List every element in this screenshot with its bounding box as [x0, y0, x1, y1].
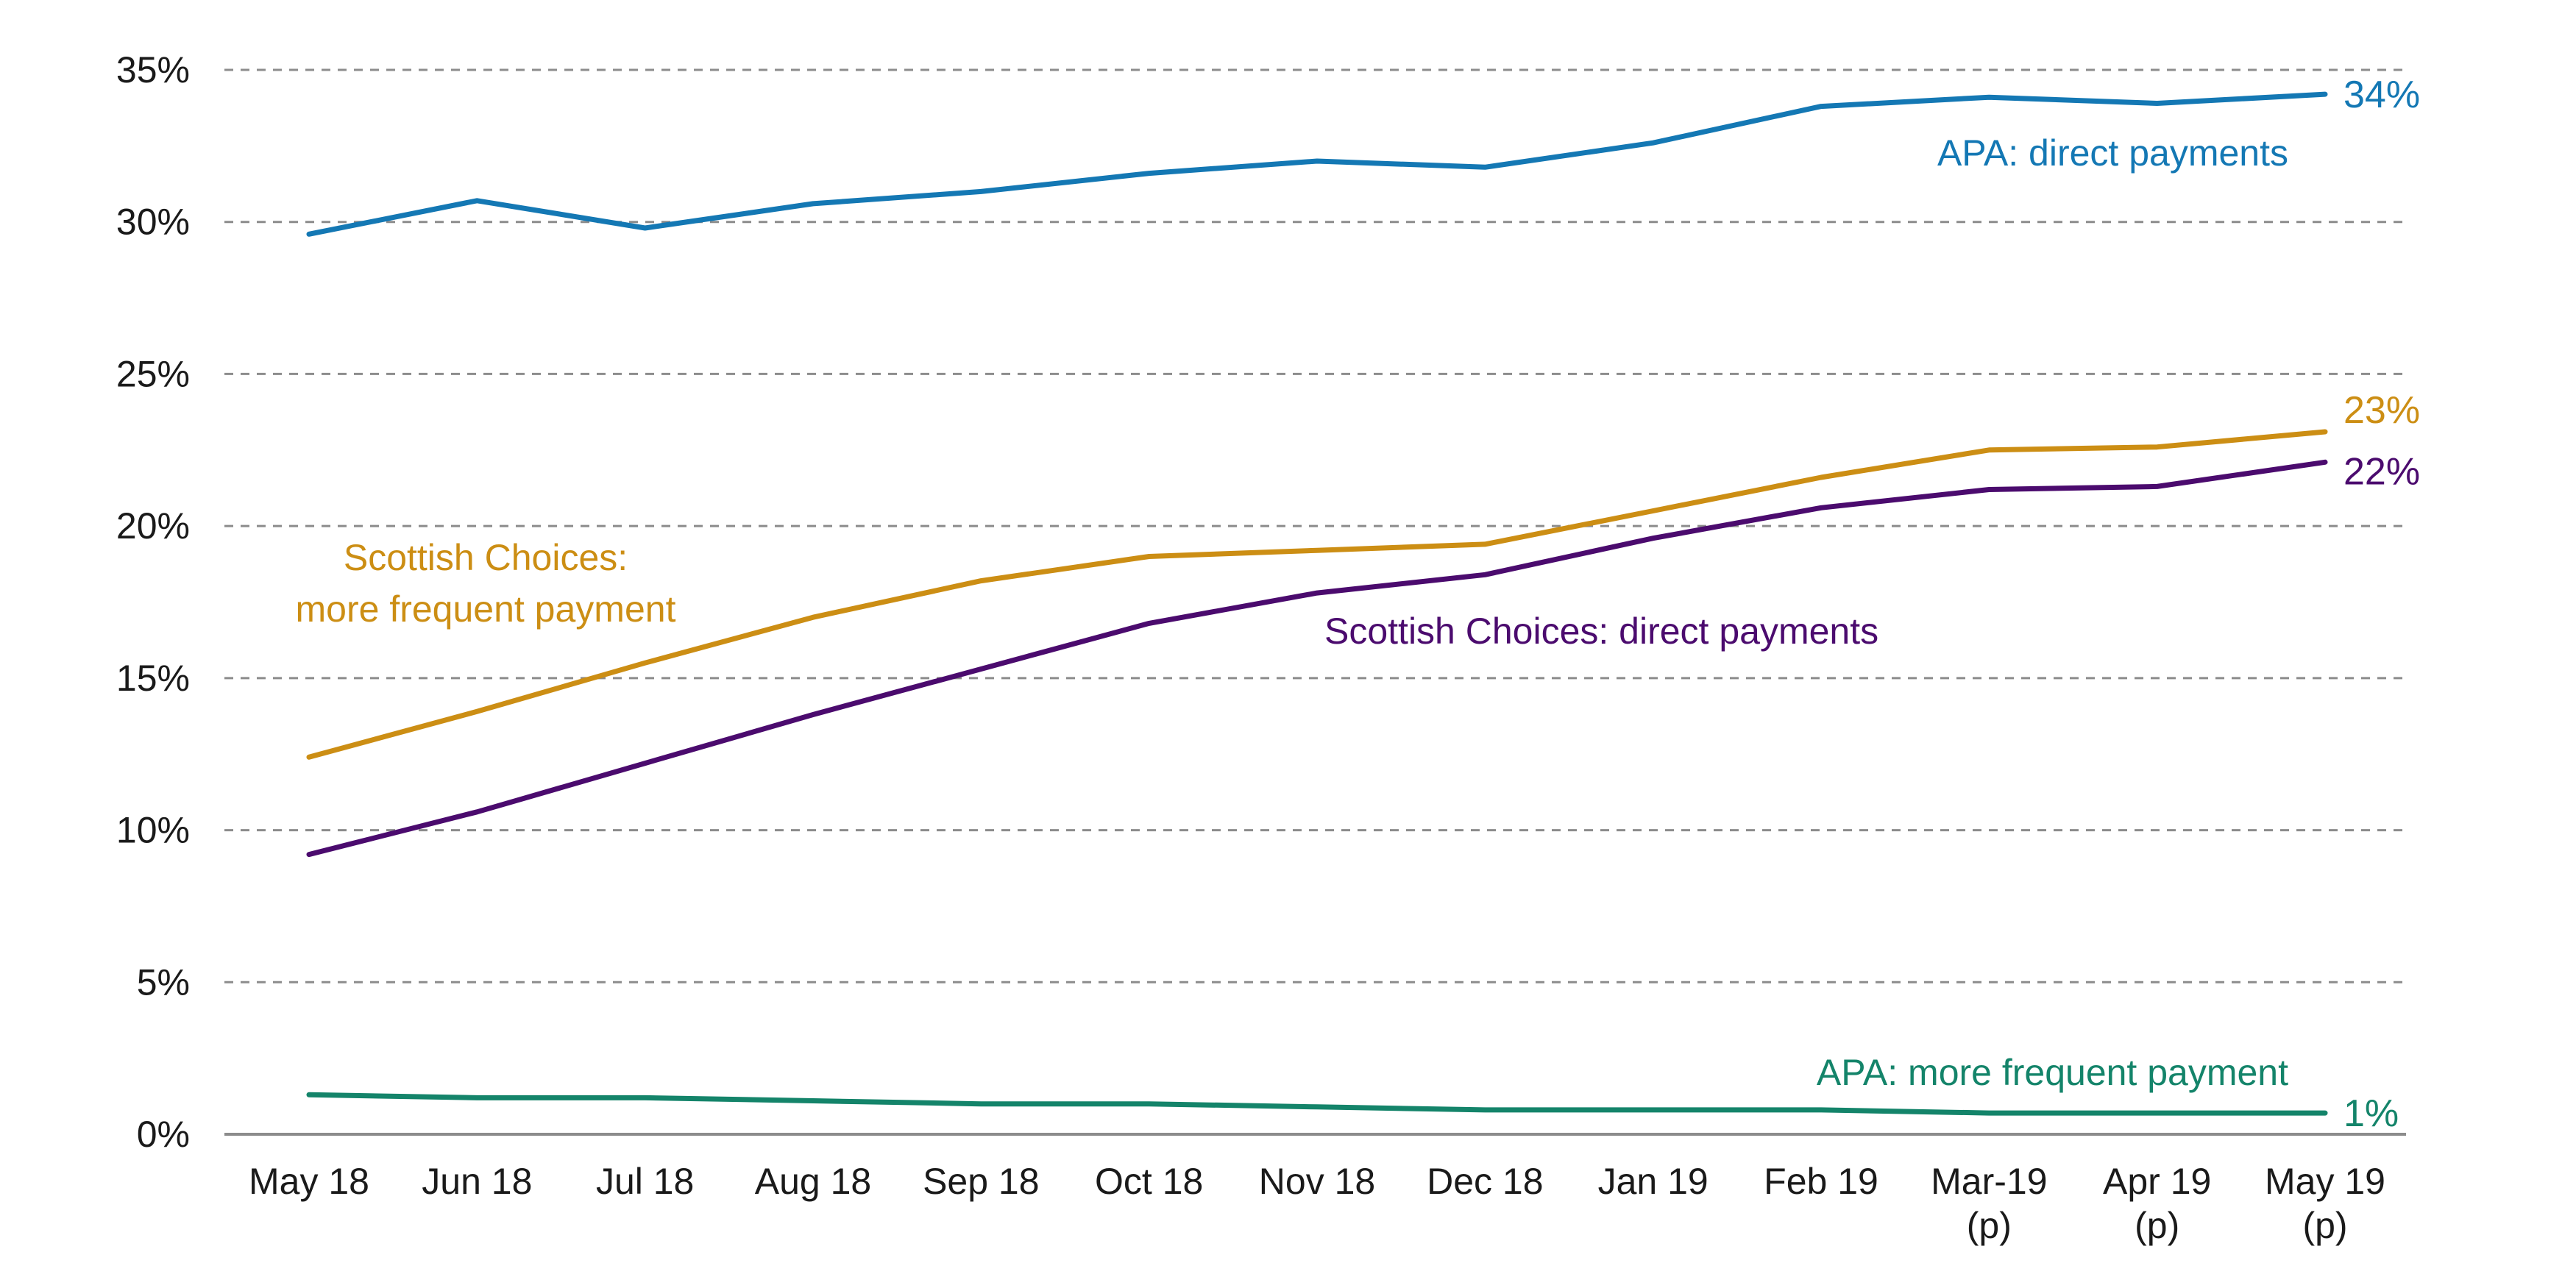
- x-tick-label: Nov 18: [1259, 1161, 1375, 1202]
- x-tick-label: Feb 19: [1764, 1161, 1878, 1202]
- y-tick-label: 5%: [137, 961, 190, 1003]
- end-value-label: 22%: [2343, 450, 2420, 493]
- y-axis-tick-labels: 0% 5% 10% 15% 20% 25% 30% 35%: [116, 49, 190, 1155]
- y-tick-label: 20%: [116, 505, 190, 547]
- series-lines: [306, 91, 2328, 1116]
- x-tick-label: Sep 18: [923, 1161, 1039, 1202]
- end-value-labels: 34% 23% 22% 1%: [2343, 74, 2420, 1135]
- x-tick-label: (p): [2135, 1205, 2179, 1246]
- series-line: [306, 459, 2328, 858]
- end-value-label: 1%: [2343, 1092, 2399, 1135]
- series-label: Scottish Choices: direct payments: [1324, 611, 1878, 652]
- series-line: [306, 91, 2328, 237]
- x-tick-label: May 18: [249, 1161, 369, 1202]
- x-tick-label: Aug 18: [755, 1161, 871, 1202]
- series-line: [306, 1092, 2328, 1116]
- y-tick-label: 0%: [137, 1114, 190, 1155]
- series-label: more frequent payment: [296, 588, 676, 630]
- x-tick-label: (p): [1967, 1205, 2012, 1246]
- x-tick-label: Jan 19: [1598, 1161, 1709, 1202]
- end-value-label: 34%: [2343, 74, 2420, 116]
- x-tick-label: Jul 18: [596, 1161, 694, 1202]
- y-tick-label: 15%: [116, 658, 190, 699]
- y-tick-label: 25%: [116, 353, 190, 394]
- series-label: APA: direct payments: [1937, 132, 2288, 174]
- series-label: APA: more frequent payment: [1817, 1052, 2288, 1093]
- x-tick-label: Mar-19: [1931, 1161, 2047, 1202]
- x-tick-label: Jun 18: [422, 1161, 532, 1202]
- y-tick-label: 30%: [116, 202, 190, 243]
- x-tick-label: Dec 18: [1427, 1161, 1543, 1202]
- y-tick-label: 35%: [116, 49, 190, 90]
- y-tick-label: 10%: [116, 810, 190, 851]
- series-label: Scottish Choices:: [344, 537, 628, 578]
- x-tick-label: Apr 19: [2103, 1161, 2211, 1202]
- x-tick-label: Oct 18: [1095, 1161, 1203, 1202]
- gridlines: [224, 68, 2406, 983]
- x-tick-label: (p): [2302, 1205, 2347, 1246]
- x-axis-tick-labels: May 18 Jun 18 Jul 18 Aug 18 Sep 18 Oct 18 Nov …: [249, 1161, 2385, 1246]
- x-tick-label: May 19: [2265, 1161, 2385, 1202]
- end-value-label: 23%: [2343, 389, 2420, 432]
- series-line: [306, 429, 2328, 760]
- series-labels: APA: direct payments Scottish Choices: mor…: [296, 132, 2289, 1093]
